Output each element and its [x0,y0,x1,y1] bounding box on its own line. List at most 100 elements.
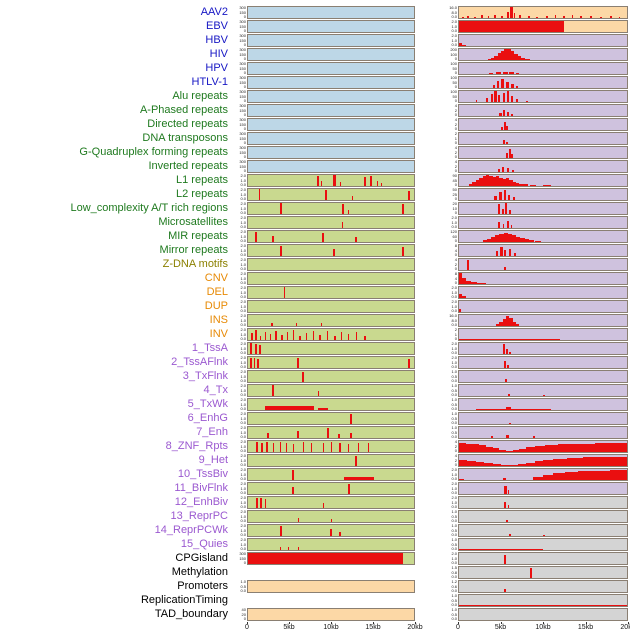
column-gap [415,76,443,89]
track-panel-right [458,188,628,201]
row-label: INS [209,314,228,326]
y-tick-label: 0 [454,112,457,117]
y-tick-label: 0 [454,84,457,89]
y-tick-label: 0.0 [240,420,246,425]
y-tick-label: 0.0 [451,518,457,523]
y-tick-label: 0 [454,140,457,145]
y-tick-label: 0.5 [451,401,457,407]
track-panel-left [247,524,415,537]
data-bar [492,84,496,88]
track-panel-left [247,482,415,495]
track-panel-right [458,132,628,145]
track-panel-right [458,48,628,61]
track-panel-left [247,90,415,103]
data-bar [326,427,329,438]
y-axis-ticks: 300 150 0 [232,160,247,173]
data-bar [527,16,530,18]
data-bar [297,517,300,522]
data-bar [281,335,283,340]
y-tick-label: 2 [454,457,457,463]
y-tick-label: 0.0 [240,546,246,551]
track-panel-left [247,174,415,187]
data-bar [502,477,507,480]
data-bar [510,7,513,18]
data-bar [502,318,507,326]
data-bar [502,344,506,354]
y-tick-label: 2 [454,132,457,136]
track-panel-right [458,244,628,257]
data-bar [482,176,486,186]
track-panel-left [247,468,415,481]
data-bar [502,224,505,228]
y-axis-ticks: 1.0 0.5 0.0 [443,412,458,425]
data-bar [490,237,496,242]
track-panel-right [458,412,628,425]
y-tick-label: 1.0 [240,513,246,519]
y-tick-label: 0.0 [240,476,246,481]
y-tick-label: 2.0 [240,300,246,304]
data-bar [516,86,518,88]
data-bar [287,332,289,340]
data-bar [484,462,493,466]
track-panel-right [458,496,628,509]
data-bar [519,14,522,18]
x-tick-label: 15kb [365,624,381,630]
data-bar [511,234,517,242]
data-bar [516,73,520,74]
row-label: HIV [209,48,228,60]
y-axis-ticks: 2.0 1.0 0.0 [232,272,247,285]
track-row: A-Phased repeats 300 150 0 4 2 0 [0,104,630,117]
track-panel-right [458,146,628,159]
column-gap [415,454,443,467]
data-bar [317,407,328,410]
data-bar [506,91,510,102]
y-axis-ticks: 2.0 1.0 0.0 [232,328,247,341]
data-bar [495,72,501,74]
data-bar [503,190,507,200]
data-bar [319,334,321,340]
track-panel-right [458,202,628,215]
data-bar [516,182,520,186]
track-panel-right [458,552,628,565]
data-bar [261,442,263,452]
track-panel-left [247,496,415,509]
column-gap [415,244,443,257]
column-gap [415,552,443,565]
data-bar [311,442,313,452]
y-tick-label: 150 [239,149,246,155]
data-bar [509,351,512,354]
data-bar [322,502,325,508]
y-tick-label: 0.0 [451,42,457,47]
column-gap [415,132,443,145]
data-bar [490,435,494,438]
data-bar [509,318,513,326]
data-bar [532,436,536,438]
data-bar [501,15,503,18]
track-panel-left [247,244,415,257]
data-bar [511,84,514,88]
track-panel-right [458,370,628,383]
track-panel-right [458,454,628,467]
column-gap [415,608,443,621]
y-tick-label: 1 [454,135,457,141]
data-bar [502,140,506,144]
y-tick-label: 50 [452,93,457,99]
track-panel-left [247,384,415,397]
track-panel-right [458,566,628,579]
y-tick-label: 300 [239,104,246,108]
track-panel-left [247,580,415,593]
y-tick-label: 0.0 [240,322,246,327]
y-tick-label: 0.0 [240,532,246,537]
y-tick-label: 1.0 [451,510,457,514]
y-tick-label: 1.0 [451,398,457,402]
data-bar [504,501,507,508]
y-tick-label: 300 [239,160,246,164]
data-bar [321,181,323,186]
y-tick-label: 0.0 [240,392,246,397]
y-tick-label: 150 [239,51,246,57]
track-row: Alu repeats 300 150 0 100 50 0 [0,90,630,103]
data-bar [511,169,514,172]
y-tick-label: 0.0 [240,252,246,257]
y-tick-label: 300 [239,146,246,150]
